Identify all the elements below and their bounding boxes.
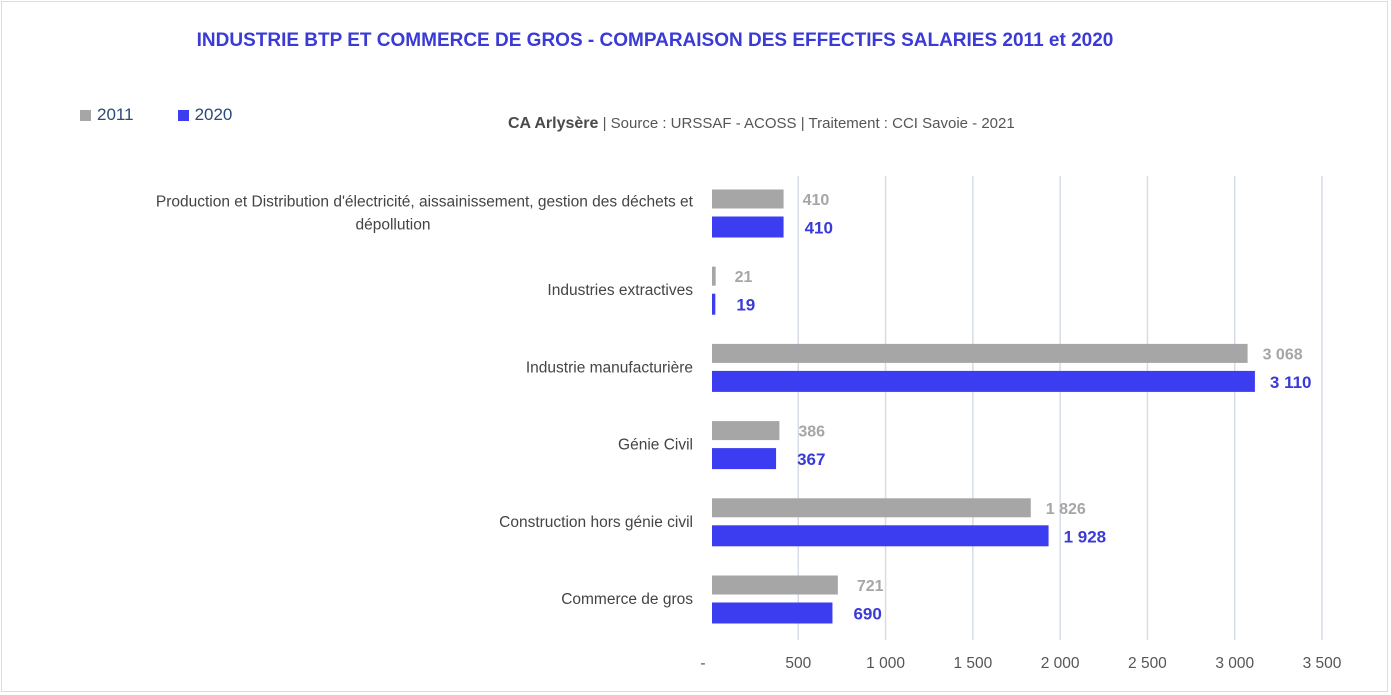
bar-2020 — [712, 525, 1049, 547]
legend-item-2011: 2011 — [80, 105, 134, 125]
bar-2020 — [712, 448, 777, 470]
bar-2011 — [712, 266, 716, 286]
subtitle-area: CA Arlysère — [508, 115, 599, 132]
data-label-2011: 386 — [798, 424, 825, 441]
x-tick-label: - — [700, 655, 705, 672]
legend-swatch-2020 — [177, 109, 189, 121]
x-tick-label: 1 500 — [953, 655, 992, 672]
data-label-2011: 1 826 — [1046, 501, 1086, 518]
category-label: Production et Distribution d'électricité… — [156, 194, 694, 211]
x-tick-label: 2 000 — [1041, 655, 1080, 672]
data-label-2020: 690 — [853, 605, 881, 624]
data-label-2020: 367 — [797, 450, 825, 469]
data-label-2011: 21 — [735, 269, 753, 286]
category-label: Industrie manufacturière — [526, 359, 693, 376]
x-tick-label: 1 000 — [866, 655, 905, 672]
data-label-2020: 3 110 — [1270, 373, 1312, 392]
x-tick-label: 3 500 — [1303, 655, 1342, 672]
data-label-2011: 3 068 — [1263, 346, 1303, 363]
bar-2020 — [712, 602, 833, 624]
legend-item-2020: 2020 — [177, 105, 233, 125]
data-label-2020: 1 928 — [1064, 527, 1107, 546]
chart-subtitle: CA Arlysère | Source : URSSAF - ACOSS | … — [508, 115, 1015, 133]
subtitle-source: | Source : URSSAF - ACOSS | Traitement :… — [602, 115, 1015, 132]
bar-2011 — [712, 421, 780, 441]
data-label-2020: 19 — [736, 296, 755, 315]
category-label: dépollution — [356, 217, 431, 234]
x-tick-label: 500 — [785, 655, 811, 672]
category-label: Construction hors génie civil — [499, 514, 693, 531]
legend: 2011 2020 — [80, 105, 232, 125]
bar-2011 — [712, 189, 784, 209]
bar-2011 — [712, 575, 838, 595]
chart-title: INDUSTRIE BTP ET COMMERCE DE GROS - COMP… — [196, 30, 1114, 51]
bar-2020 — [712, 370, 1255, 392]
legend-label-2020: 2020 — [194, 105, 233, 124]
x-tick-label: 2 500 — [1128, 655, 1167, 672]
legend-label-2011: 2011 — [97, 105, 134, 124]
legend-swatch-2011 — [80, 109, 91, 121]
category-label: Industries extractives — [547, 282, 693, 299]
category-label: Commerce de gros — [561, 591, 693, 608]
data-label-2011: 410 — [803, 192, 830, 209]
category-label: Génie Civil — [618, 437, 693, 454]
data-label-2011: 721 — [857, 578, 884, 595]
bar-2020 — [712, 216, 784, 238]
bar-2011 — [712, 343, 1248, 363]
bar-2020 — [712, 293, 716, 315]
data-label-2020: 410 — [805, 219, 833, 238]
bar-2011 — [712, 498, 1031, 518]
x-tick-label: 3 000 — [1215, 655, 1254, 672]
